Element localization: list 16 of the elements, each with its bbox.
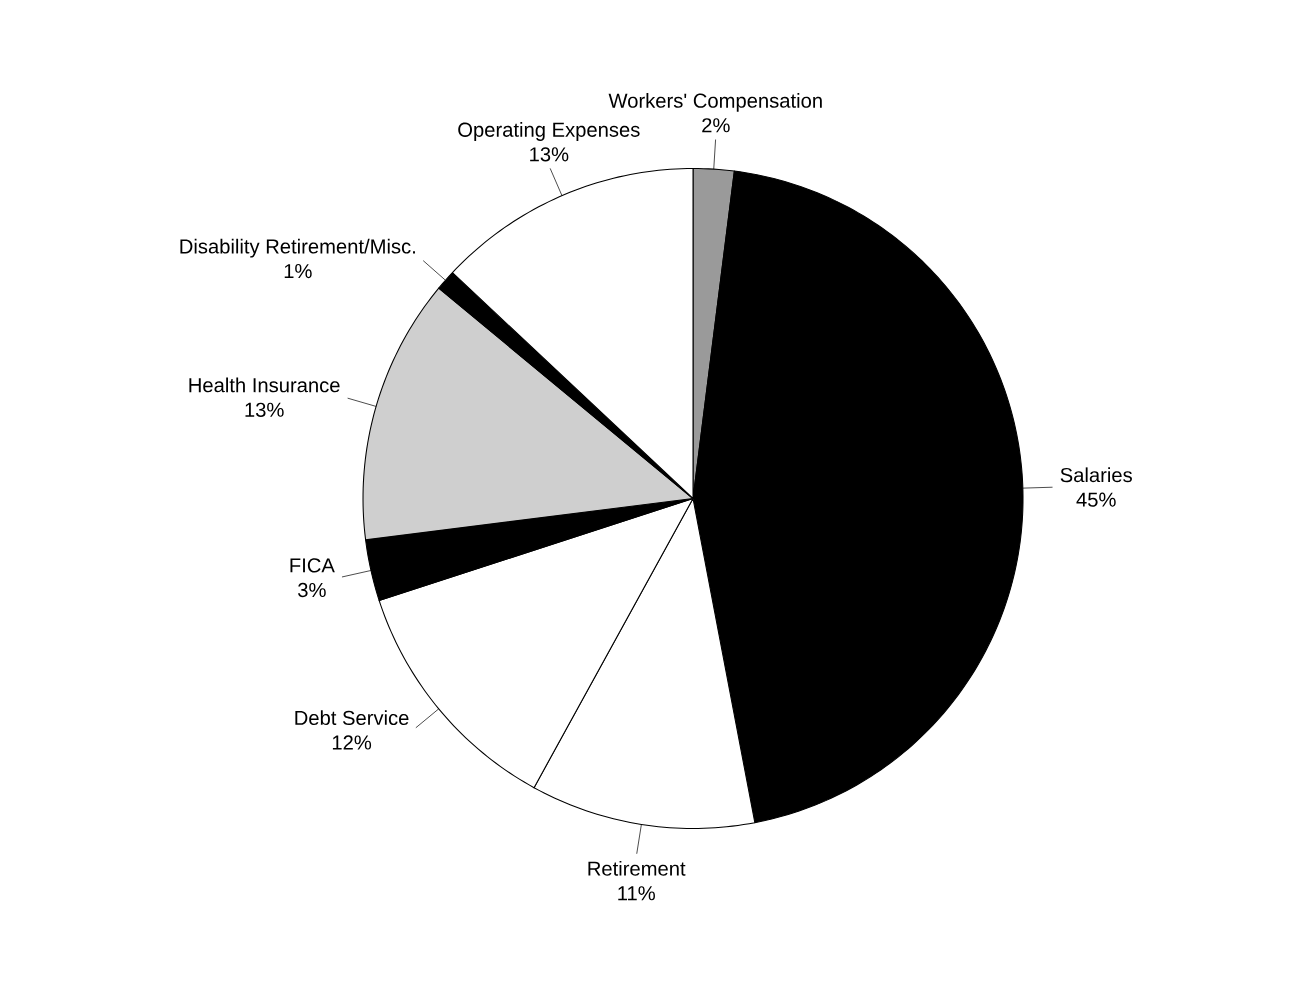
data-label: 1%: [284, 263, 312, 279]
data-label: 3%: [298, 582, 326, 598]
slice-label: Salaries: [1060, 467, 1132, 483]
slice-label: Disability Retirement/Misc.: [180, 238, 415, 258]
slice-label: FICA: [290, 558, 335, 573]
slice-label: Debt Service: [295, 710, 409, 726]
slice-label: Workers' Compensation: [608, 93, 822, 112]
slice-label: Health Insurance: [189, 377, 340, 393]
slice-label: Operating Expenses: [458, 122, 640, 141]
data-label: 12%: [332, 735, 372, 750]
slice-label: Retirement: [588, 860, 686, 876]
data-label: 2%: [702, 118, 730, 133]
data-label: 45%: [1076, 492, 1116, 507]
data-label: 11%: [618, 886, 655, 901]
data-label: 13%: [245, 402, 284, 417]
data-label: 13%: [530, 147, 569, 162]
